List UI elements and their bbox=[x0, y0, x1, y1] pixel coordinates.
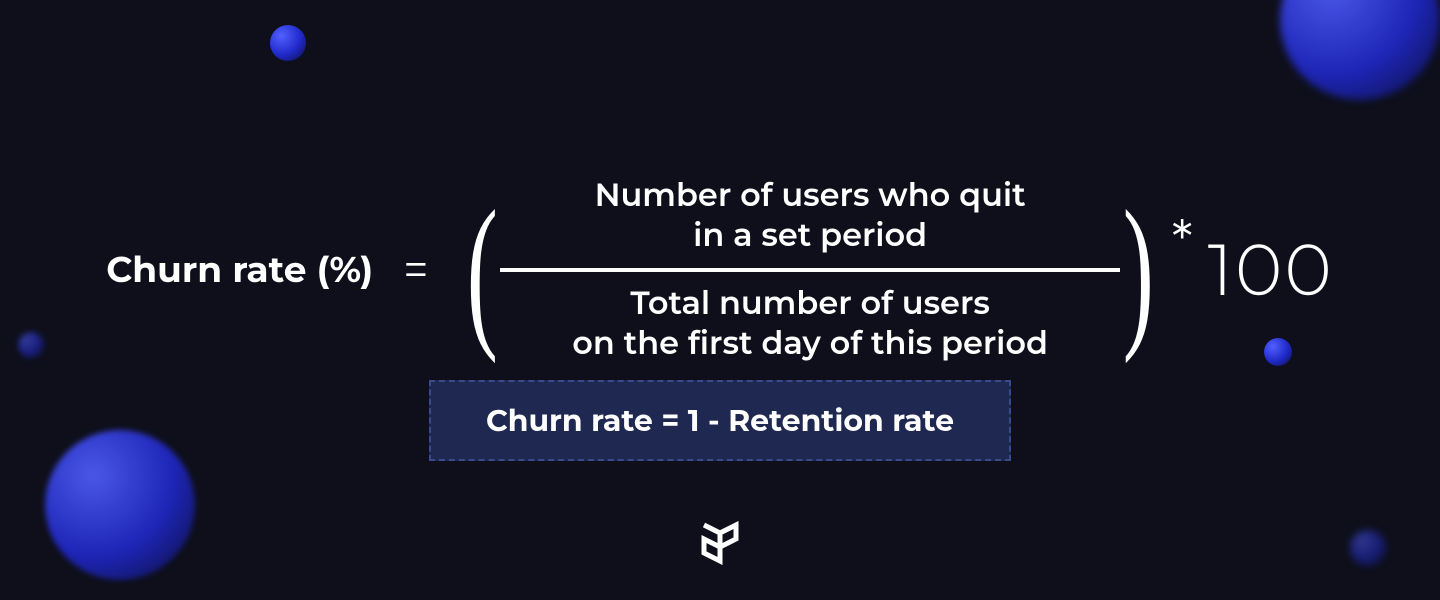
denominator-line2: on the first day of this period bbox=[572, 324, 1048, 363]
left-paren: ( bbox=[466, 219, 497, 321]
multiply-sign: * bbox=[1172, 207, 1193, 273]
brand-logo-icon bbox=[700, 521, 740, 570]
sphere-decoration bbox=[270, 25, 306, 61]
fraction-bar bbox=[500, 268, 1120, 272]
denominator: Total number of users on the first day o… bbox=[552, 278, 1068, 370]
denominator-line1: Total number of users bbox=[630, 284, 990, 323]
equals-sign: = bbox=[403, 243, 428, 297]
formula-lhs: Churn rate (%) bbox=[106, 248, 373, 292]
numerator: Number of users who quit in a set period bbox=[575, 170, 1046, 262]
relation-box: Churn rate = 1 - Retention rate bbox=[429, 380, 1011, 461]
fraction: Number of users who quit in a set period… bbox=[500, 170, 1120, 370]
sphere-decoration bbox=[1350, 530, 1386, 566]
numerator-line2: in a set period bbox=[693, 216, 927, 255]
constant-100: 100 bbox=[1208, 226, 1334, 314]
right-paren: ) bbox=[1123, 219, 1154, 321]
sphere-decoration bbox=[1280, 0, 1440, 100]
churn-formula: Churn rate (%) = ( Number of users who q… bbox=[0, 170, 1440, 370]
numerator-line1: Number of users who quit bbox=[595, 176, 1026, 215]
sphere-decoration bbox=[45, 430, 195, 580]
